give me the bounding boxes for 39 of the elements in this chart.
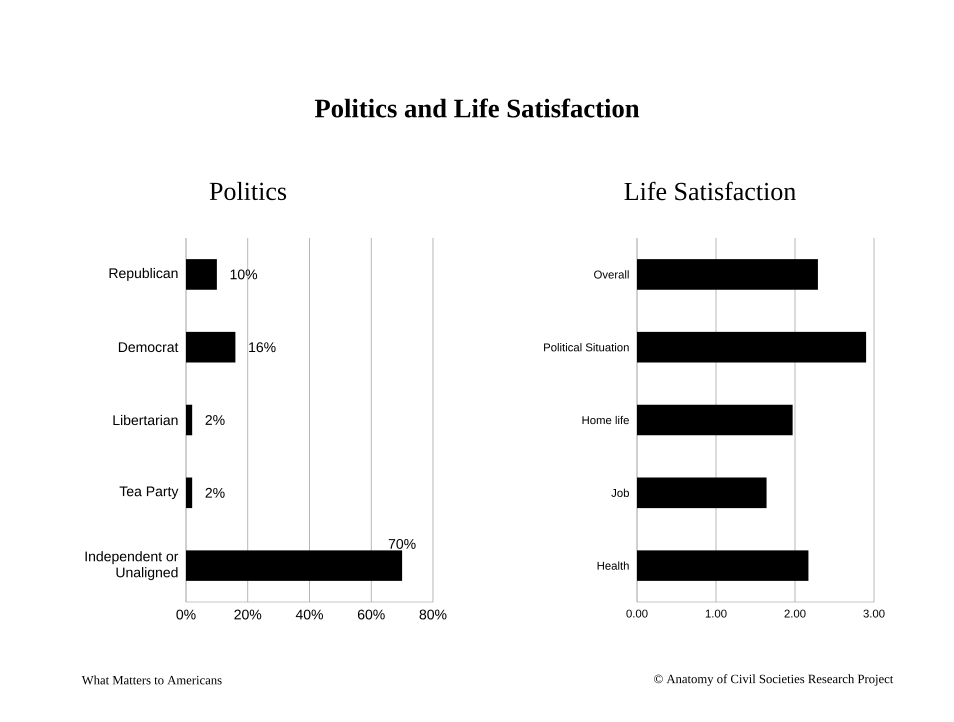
bar xyxy=(637,332,866,362)
bar xyxy=(637,550,808,581)
bar xyxy=(637,478,767,508)
y-tick-label: Health xyxy=(598,561,629,570)
y-tick-label: Republican xyxy=(110,268,178,281)
bar xyxy=(637,259,818,290)
x-tick-label: 1.00 xyxy=(706,610,727,618)
chart-title: Politics xyxy=(210,182,286,200)
x-tick-label: 2.00 xyxy=(784,610,806,618)
y-tick-label: Tea Party xyxy=(120,486,178,500)
text: Politics and Life Satisfaction xyxy=(314,98,640,118)
bar xyxy=(186,550,402,581)
data-label: 2% xyxy=(206,488,225,498)
y-tick-label: Political Situation xyxy=(544,343,629,352)
bar xyxy=(186,478,192,508)
y-tick-label: Independent or Unaligned xyxy=(86,551,178,580)
data-label: 16% xyxy=(249,342,276,352)
x-tick-label: 0.00 xyxy=(626,610,648,618)
data-label: 2% xyxy=(206,415,225,425)
y-tick-label: Libertarian xyxy=(113,414,178,426)
y-tick-label: Home life xyxy=(582,416,629,424)
y-tick-label: Overall xyxy=(594,270,629,279)
bar xyxy=(186,404,192,436)
x-tick-label: 40% xyxy=(296,610,323,620)
data-label: 10% xyxy=(230,269,258,280)
chart-title: Life Satisfaction xyxy=(624,182,796,200)
bar xyxy=(186,259,217,290)
x-tick-label: 80% xyxy=(420,610,446,620)
text: © Anatomy of Civil Societies Research Project xyxy=(654,674,894,686)
x-tick-label: 0% xyxy=(176,610,196,620)
text: What Matters to Americans xyxy=(82,676,222,684)
x-tick-label: 20% xyxy=(234,610,262,620)
bar xyxy=(186,332,236,362)
y-tick-label: Job xyxy=(611,488,629,497)
x-tick-label: 60% xyxy=(358,610,385,620)
y-tick-label: Democrat xyxy=(118,342,178,352)
bar xyxy=(637,404,793,436)
data-label: 70% xyxy=(388,538,416,549)
x-tick-label: 3.00 xyxy=(863,610,885,618)
